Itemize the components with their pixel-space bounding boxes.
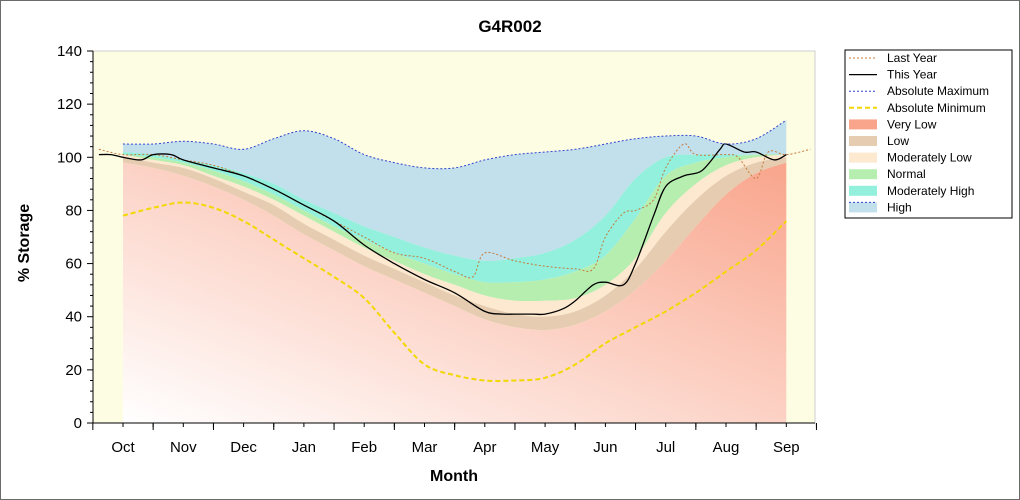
- legend-label-high: High: [887, 200, 912, 214]
- legend: Last Year This Year Absolute Maximum Absolu…: [844, 49, 1013, 219]
- legend-label-absolute-maximum: Absolute Maximum: [887, 84, 989, 98]
- y-axis-title: % Storage: [16, 204, 33, 282]
- x-tick-label: Aug: [713, 439, 740, 456]
- percentile-bands: [123, 120, 787, 423]
- legend-swatch-low: [849, 136, 877, 146]
- band-normal: [123, 154, 787, 302]
- legend-swatch-high: [849, 202, 877, 213]
- x-tick-label: Dec: [230, 439, 257, 456]
- y-tick-label: 120: [57, 96, 82, 113]
- legend-label-moderately-low: Moderately Low: [887, 151, 972, 165]
- x-tick-label: Sep: [773, 439, 800, 456]
- axes: 0 20 40 60 80 100 120 140 Oct Nov Dec Jan Feb Mar Apr M…: [57, 43, 817, 456]
- x-tick-label: Apr: [473, 439, 496, 456]
- y-tick-label: 80: [65, 202, 82, 219]
- x-tick-label: Feb: [351, 439, 377, 456]
- x-tick-label: May: [531, 439, 560, 456]
- y-tick-label: 100: [57, 149, 82, 166]
- x-tick-label: Oct: [111, 439, 135, 456]
- legend-label-low: Low: [887, 134, 909, 148]
- band-low: [123, 157, 787, 331]
- x-tick-label: Jun: [593, 439, 617, 456]
- x-tick-label: Nov: [170, 439, 197, 456]
- y-tick-label: 20: [65, 362, 82, 379]
- legend-label-normal: Normal: [887, 167, 926, 181]
- legend-label-very-low: Very Low: [887, 117, 937, 131]
- series-absolute-minimum: [122, 201, 787, 383]
- x-axis-title: Month: [430, 468, 478, 485]
- y-tick-label: 140: [57, 43, 82, 60]
- x-tick-label: Mar: [412, 439, 438, 456]
- legend-label-moderately-high: Moderately High: [887, 184, 974, 198]
- legend-swatch-normal: [849, 169, 877, 180]
- series-this-year: [98, 143, 787, 316]
- y-tick-label: 40: [65, 309, 82, 326]
- series-absolute-maximum: [122, 119, 787, 170]
- series-lines: [98, 119, 811, 383]
- legend-label-last-year: Last Year: [887, 51, 937, 65]
- band-very-low: [123, 162, 787, 423]
- band-high: [123, 120, 787, 261]
- x-tick-label: Jan: [292, 439, 316, 456]
- y-tick-label: 60: [65, 256, 82, 273]
- legend-label-absolute-minimum: Absolute Minimum: [887, 101, 986, 115]
- chart-title: G4R002: [478, 17, 541, 36]
- x-tick-label: Jul: [656, 439, 675, 456]
- legend-swatch-moderately-low: [849, 152, 877, 163]
- legend-swatch-very-low: [849, 119, 877, 130]
- band-moderately-low: [123, 154, 787, 317]
- y-tick-label: 0: [74, 415, 82, 432]
- legend-swatch-moderately-high: [849, 185, 877, 196]
- legend-label-this-year: This Year: [887, 68, 937, 82]
- band-moderately-high: [123, 152, 787, 283]
